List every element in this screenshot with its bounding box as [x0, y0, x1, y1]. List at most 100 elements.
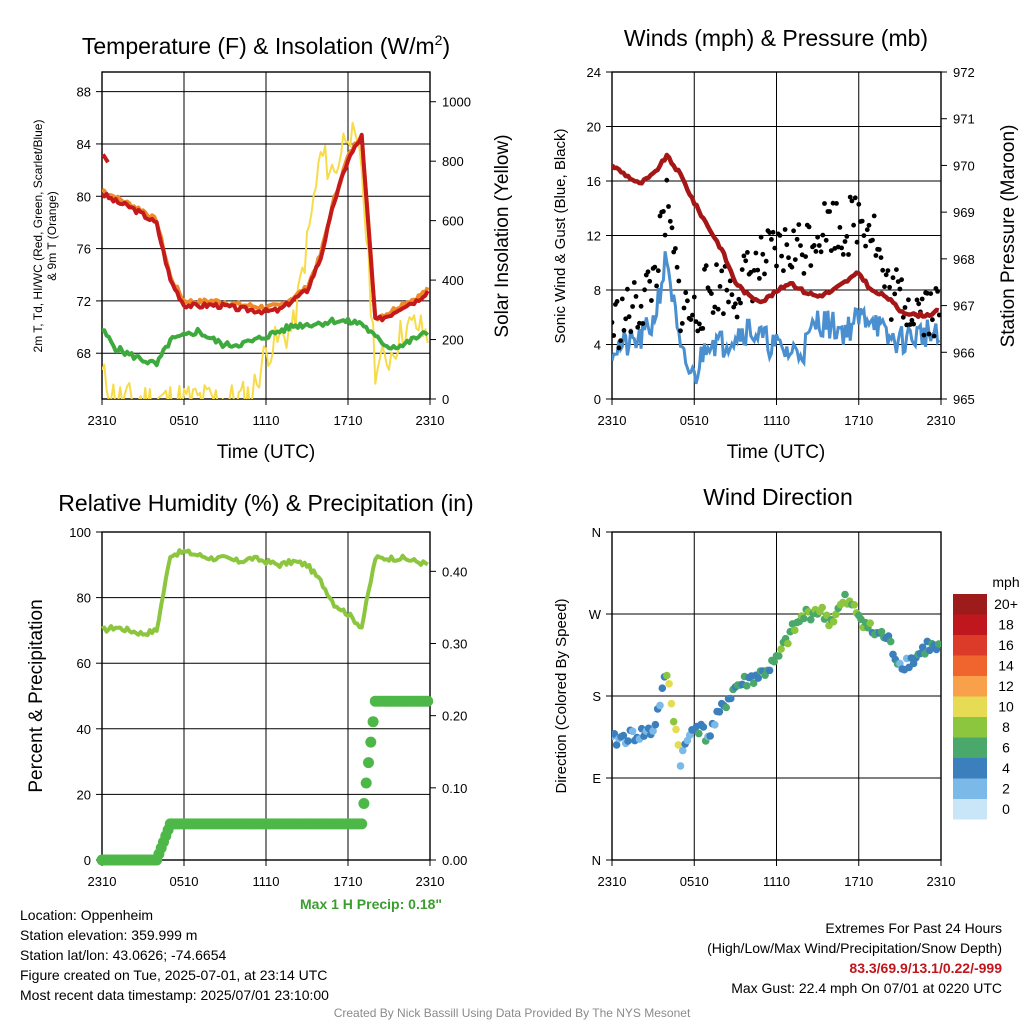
- gust-point: [690, 312, 695, 318]
- x-tick-label: 0510: [680, 413, 709, 428]
- x-tick-label: 1710: [334, 874, 363, 889]
- y2-tick-label: 969: [953, 205, 975, 220]
- station-latlon: Station lat/lon: 43.0626; -74.6654: [20, 947, 227, 963]
- gust-point: [936, 312, 941, 318]
- wind-direction-point: [628, 727, 637, 736]
- y2-tick-label: 0.40: [442, 564, 467, 579]
- gust-point: [882, 284, 887, 290]
- gust-point: [709, 291, 714, 296]
- gust-point: [703, 263, 709, 269]
- gust-point: [894, 267, 899, 272]
- legend-swatch: [953, 614, 987, 635]
- gust-point: [697, 321, 702, 327]
- x-tick-label: 1110: [763, 413, 790, 428]
- plot-border: [101, 71, 431, 400]
- gust-point: [794, 236, 800, 242]
- gust-point: [676, 278, 682, 284]
- x-axis-label-time: Time (UTC): [217, 442, 316, 463]
- gust-point: [774, 263, 779, 269]
- gust-point: [751, 268, 757, 273]
- gust-point: [798, 243, 803, 249]
- y-tick-label: 20: [587, 120, 601, 135]
- sonic-wind-line: [612, 251, 941, 385]
- wind-direction-point: [925, 646, 934, 655]
- y2-tick-label: 0.10: [442, 781, 467, 796]
- gust-point: [878, 255, 884, 260]
- relative-humidity-line: [101, 548, 429, 638]
- x-tick-label: 0510: [170, 413, 199, 428]
- x-tick-label: 1110: [763, 874, 790, 889]
- y-tick-label: 24: [587, 65, 601, 80]
- gust-point: [700, 326, 706, 331]
- wind-direction-point: [722, 703, 730, 712]
- x-tick-label: 2310: [927, 413, 956, 428]
- gust-point: [625, 286, 630, 292]
- wind-direction-point: [665, 680, 673, 688]
- legend-label: 18: [998, 617, 1014, 633]
- solar-insolation-line: [102, 121, 429, 399]
- wind-direction-point: [777, 645, 785, 653]
- gust-point: [618, 338, 623, 344]
- legend-label: 12: [998, 678, 1014, 694]
- gust-point: [647, 278, 653, 284]
- wind-direction-point: [619, 731, 628, 740]
- gust-point: [649, 298, 654, 303]
- wind-direction-point: [749, 679, 758, 687]
- x-tick-label: 1110: [253, 874, 280, 889]
- gust-point: [828, 248, 834, 254]
- wind-direction-point: [841, 590, 849, 599]
- most-recent-timestamp: Most recent data timestamp: 2025/07/01 2…: [20, 987, 329, 1003]
- wind-direction-point: [800, 614, 808, 623]
- x-tick-label: 2310: [88, 413, 117, 428]
- gust-point: [733, 301, 738, 307]
- y-tick-label: 72: [77, 294, 91, 309]
- title-part: Temperature (F) & Insolation (W/m: [82, 33, 435, 59]
- gust-point: [883, 272, 889, 278]
- gust-point: [820, 232, 826, 238]
- gust-point: [753, 250, 759, 256]
- gust-point: [638, 303, 644, 309]
- wind-direction-point: [612, 741, 621, 749]
- y-tick-label: 60: [77, 656, 91, 671]
- title-superscript: 2: [435, 32, 443, 48]
- gust-point: [669, 225, 675, 231]
- wind-direction-point: [676, 762, 685, 770]
- extremes-panel: Extremes For Past 24 Hours (High/Low/Max…: [707, 918, 1002, 998]
- y-tick-label: W: [589, 607, 602, 622]
- gust-point: [726, 299, 731, 305]
- gust-point: [818, 249, 824, 255]
- extremes-legend: (High/Low/Max Wind/Precipitation/Snow De…: [707, 940, 1002, 956]
- legend-swatch: [953, 737, 987, 758]
- gust-point: [626, 314, 632, 320]
- gust-point: [616, 345, 622, 351]
- gust-point: [727, 278, 733, 284]
- y-tick-label: 16: [587, 174, 601, 189]
- gust-point: [926, 331, 932, 337]
- x-tick-label: 2310: [598, 413, 627, 428]
- gust-point: [830, 200, 836, 206]
- y-tick-label: S: [592, 689, 601, 704]
- x-tick-label: 1110: [253, 413, 280, 428]
- legend-swatch: [953, 696, 987, 717]
- legend-label: 6: [1002, 740, 1010, 756]
- gust-point: [816, 243, 822, 248]
- gust-point: [679, 321, 685, 326]
- gust-point: [640, 321, 646, 326]
- wind-direction-point: [886, 637, 895, 646]
- gust-point: [892, 291, 898, 297]
- temperature-series: [102, 121, 430, 399]
- gust-point: [887, 284, 892, 290]
- gust-point: [834, 201, 839, 206]
- gust-point: [721, 311, 726, 317]
- gust-point: [693, 319, 699, 324]
- gust-point: [876, 247, 882, 252]
- y-tick-label: 80: [77, 591, 91, 606]
- gust-point: [683, 290, 689, 296]
- max-precip-label: Max 1 H Precip: 0.18": [300, 896, 443, 912]
- gust-point: [779, 253, 784, 259]
- y2-axis-label-solar: Solar Insolation (Yellow): [492, 134, 513, 337]
- gust-point: [654, 283, 659, 289]
- direction-series: [612, 590, 941, 770]
- gust-point: [844, 234, 850, 239]
- gust-point: [784, 242, 790, 248]
